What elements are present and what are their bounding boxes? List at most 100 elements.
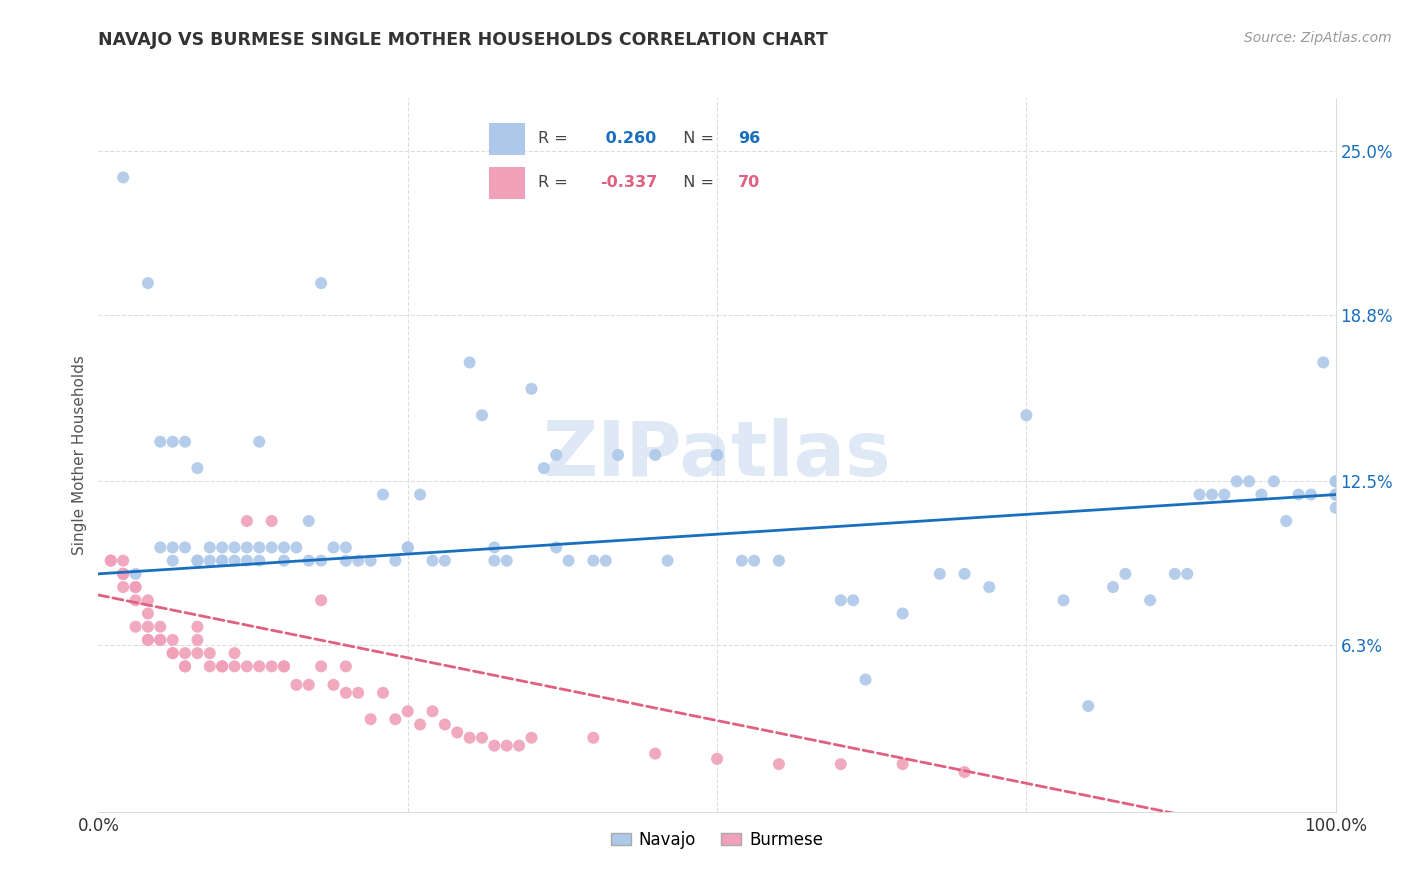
- Point: [409, 487, 432, 501]
- Legend: Navajo, Burmese: Navajo, Burmese: [602, 822, 832, 857]
- Point: [136, 593, 159, 607]
- Point: [1077, 698, 1099, 713]
- Point: [224, 541, 246, 555]
- Point: [520, 731, 543, 745]
- Point: [247, 434, 270, 449]
- Point: [657, 554, 679, 568]
- Point: [1299, 487, 1322, 501]
- Point: [1324, 487, 1347, 501]
- Point: [446, 725, 468, 739]
- Point: [162, 646, 184, 660]
- Point: [112, 566, 135, 581]
- Point: [1263, 475, 1285, 489]
- Point: [186, 632, 208, 647]
- Point: [706, 448, 728, 462]
- Point: [186, 554, 208, 568]
- Point: [1213, 487, 1236, 501]
- Point: [396, 704, 419, 718]
- Point: [484, 541, 506, 555]
- Point: [198, 646, 221, 660]
- Point: [731, 554, 754, 568]
- Point: [335, 554, 357, 568]
- Point: [100, 554, 122, 568]
- Point: [236, 514, 259, 528]
- Point: [484, 554, 506, 568]
- Point: [211, 659, 233, 673]
- Point: [979, 580, 1001, 594]
- Point: [224, 646, 246, 660]
- Y-axis label: Single Mother Households: Single Mother Households: [72, 355, 87, 555]
- Point: [211, 541, 233, 555]
- Point: [1201, 487, 1223, 501]
- Point: [842, 593, 865, 607]
- Point: [1288, 487, 1310, 501]
- Point: [260, 541, 283, 555]
- Point: [855, 673, 877, 687]
- Point: [347, 554, 370, 568]
- Point: [174, 646, 197, 660]
- Point: [508, 739, 530, 753]
- Point: [174, 659, 197, 673]
- Point: [396, 541, 419, 555]
- Point: [335, 541, 357, 555]
- Point: [260, 514, 283, 528]
- Point: [285, 541, 308, 555]
- Point: [124, 593, 146, 607]
- Point: [136, 632, 159, 647]
- Point: [224, 554, 246, 568]
- Point: [298, 554, 321, 568]
- Point: [162, 632, 184, 647]
- Point: [136, 620, 159, 634]
- Point: [112, 170, 135, 185]
- Text: ZIPatlas: ZIPatlas: [543, 418, 891, 491]
- Point: [186, 461, 208, 475]
- Point: [309, 659, 332, 673]
- Point: [236, 659, 259, 673]
- Point: [247, 659, 270, 673]
- Point: [1324, 475, 1347, 489]
- Point: [149, 434, 172, 449]
- Point: [1052, 593, 1074, 607]
- Point: [273, 541, 295, 555]
- Point: [1275, 514, 1298, 528]
- Point: [124, 580, 146, 594]
- Point: [644, 747, 666, 761]
- Point: [409, 717, 432, 731]
- Point: [396, 541, 419, 555]
- Point: [422, 554, 444, 568]
- Point: [260, 659, 283, 673]
- Point: [384, 554, 406, 568]
- Point: [1250, 487, 1272, 501]
- Point: [433, 717, 456, 731]
- Point: [533, 461, 555, 475]
- Point: [582, 731, 605, 745]
- Point: [1188, 487, 1211, 501]
- Point: [644, 448, 666, 462]
- Point: [100, 554, 122, 568]
- Point: [174, 659, 197, 673]
- Point: [347, 686, 370, 700]
- Point: [298, 678, 321, 692]
- Point: [1226, 475, 1249, 489]
- Point: [360, 554, 382, 568]
- Point: [273, 659, 295, 673]
- Point: [458, 731, 481, 745]
- Point: [495, 554, 517, 568]
- Point: [422, 704, 444, 718]
- Point: [149, 541, 172, 555]
- Point: [211, 659, 233, 673]
- Point: [124, 580, 146, 594]
- Point: [247, 541, 270, 555]
- Point: [162, 646, 184, 660]
- Point: [546, 541, 568, 555]
- Point: [112, 580, 135, 594]
- Point: [198, 541, 221, 555]
- Point: [495, 739, 517, 753]
- Point: [1175, 566, 1198, 581]
- Point: [136, 276, 159, 290]
- Point: [273, 554, 295, 568]
- Point: [236, 554, 259, 568]
- Point: [546, 448, 568, 462]
- Point: [484, 739, 506, 753]
- Point: [1324, 487, 1347, 501]
